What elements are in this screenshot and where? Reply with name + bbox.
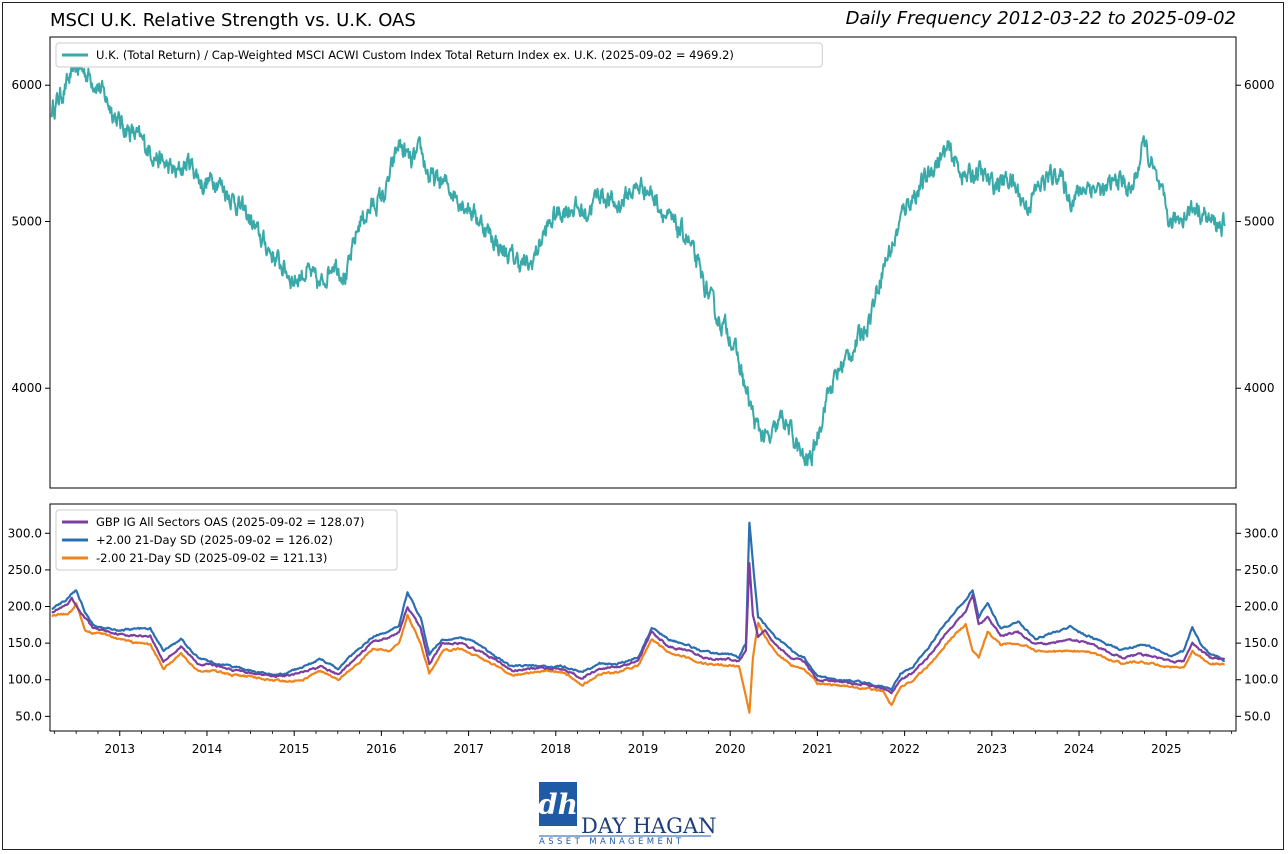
oas-right-tick-label: 100.0	[1244, 673, 1278, 687]
oas-right-tick-label: 200.0	[1244, 600, 1278, 614]
oas-left-tick-label: 100.0	[8, 673, 42, 687]
oas-x-tick-label: 2016	[366, 742, 397, 756]
oas-x-tick-label: 2017	[453, 742, 484, 756]
oas-left-tick-label: 250.0	[8, 563, 42, 577]
oas-right-tick-label: 50.0	[1244, 709, 1271, 723]
oas-right-tick-label: 150.0	[1244, 636, 1278, 650]
oas-legend-label-2-00-21-day-sd-2025-09-02-121-13: -2.00 21-Day SD (2025-09-02 = 121.13)	[96, 551, 327, 565]
oas-panel: 50.0 50.0 100.0 100.0 150.0 150.0 200.0 200.0 25…	[8, 503, 1278, 756]
logo-name: DAY HAGAN	[581, 814, 717, 838]
rs-right-tick-label: 4000	[1244, 381, 1275, 395]
oas-series-line-2-00-21-day-sd-2025-09-02-126-02	[51, 521, 1225, 692]
logo-mark-box	[539, 782, 577, 826]
oas-legend	[55, 509, 398, 571]
oas-right-tick-label: 300.0	[1244, 526, 1278, 540]
day-hagan-logo: dh DAY HAGAN ASSET MANAGEMENT	[538, 782, 717, 846]
chart-subtitle: Daily Frequency 2012-03-22 to 2025-09-02	[845, 8, 1236, 29]
rs-left-tick-label: 4000	[11, 381, 42, 395]
rs-plot-area	[49, 36, 1237, 489]
relative-strength-panel: 4000 4000 5000 5000 6000 6000 U.K. (Total Retu…	[11, 36, 1275, 489]
oas-x-tick-label: 2019	[628, 742, 659, 756]
oas-right-tick-label: 250.0	[1244, 563, 1278, 577]
oas-x-tick-label: 2022	[889, 742, 920, 756]
rs-right-tick-label: 6000	[1244, 78, 1275, 92]
oas-legend-label-gbp-ig-all-sectors-oas-2025-09-02-128-07: GBP IG All Sectors OAS (2025-09-02 = 128…	[96, 515, 365, 529]
oas-x-tick-label: 2014	[192, 742, 223, 756]
oas-x-tick-label: 2023	[977, 742, 1008, 756]
rs-right-tick-label: 5000	[1244, 214, 1275, 228]
oas-legend-label-2-00-21-day-sd-2025-09-02-126-02: +2.00 21-Day SD (2025-09-02 = 126.02)	[96, 533, 333, 547]
oas-x-tick-label: 2024	[1064, 742, 1095, 756]
logo-mark-text: dh	[538, 788, 578, 821]
oas-x-tick-label: 2015	[279, 742, 310, 756]
oas-x-tick-label: 2021	[802, 742, 833, 756]
oas-left-tick-label: 50.0	[15, 709, 42, 723]
oas-left-tick-label: 200.0	[8, 600, 42, 614]
chart-title: MSCI U.K. Relative Strength vs. U.K. OAS	[50, 10, 416, 31]
oas-series-line-gbp-ig-all-sectors-oas-2025-09-02-128-07	[51, 562, 1226, 695]
rs-left-tick-label: 6000	[11, 78, 42, 92]
oas-x-tick-label: 2020	[715, 742, 746, 756]
oas-series-line-2-00-21-day-sd-2025-09-02-121-13	[51, 602, 1225, 714]
rs-series-line	[50, 58, 1226, 467]
oas-x-tick-label: 2013	[104, 742, 135, 756]
oas-left-tick-label: 150.0	[8, 636, 42, 650]
rs-left-tick-label: 5000	[11, 214, 42, 228]
oas-x-tick-label: 2018	[541, 742, 572, 756]
logo-tagline: ASSET MANAGEMENT	[539, 837, 685, 846]
oas-left-tick-label: 300.0	[8, 526, 42, 540]
oas-x-tick-label: 2025	[1151, 742, 1182, 756]
rs-legend-label-u-k-total-return-cap-weighted-msci-acwi-: U.K. (Total Return) / Cap-Weighted MSCI …	[96, 48, 734, 62]
rs-legend	[55, 42, 823, 68]
